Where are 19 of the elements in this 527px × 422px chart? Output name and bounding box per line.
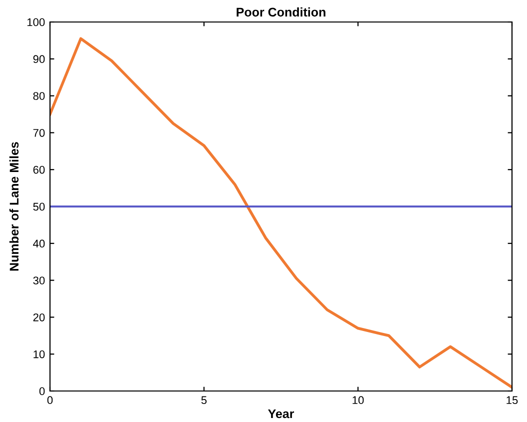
line-series	[50, 37, 512, 389]
x-axis-title: Year	[268, 409, 294, 418]
y-tick-label: 90	[33, 55, 45, 64]
y-tick-label: 50	[33, 202, 45, 211]
y-tick-label: 30	[33, 276, 45, 284]
chart-title: Poor Condition	[236, 7, 326, 17]
x-tick-label: 10	[352, 396, 364, 404]
y-tick-label: 40	[33, 240, 45, 248]
y-tick-label: 20	[33, 313, 45, 322]
y-tick-label: 80	[33, 92, 45, 100]
y-tick-label: 70	[33, 128, 45, 137]
y-tick-label: 60	[33, 166, 45, 174]
x-tick-label: 0	[47, 396, 53, 404]
x-tick-label: 15	[506, 396, 518, 404]
y-tick-label: 100	[27, 18, 45, 26]
y-tick-label: 10	[34, 350, 45, 358]
y-tick-label: 0	[39, 387, 45, 396]
x-tick-label: 5	[201, 396, 207, 404]
y-axis-title: Number of Lane Miles	[9, 142, 19, 271]
